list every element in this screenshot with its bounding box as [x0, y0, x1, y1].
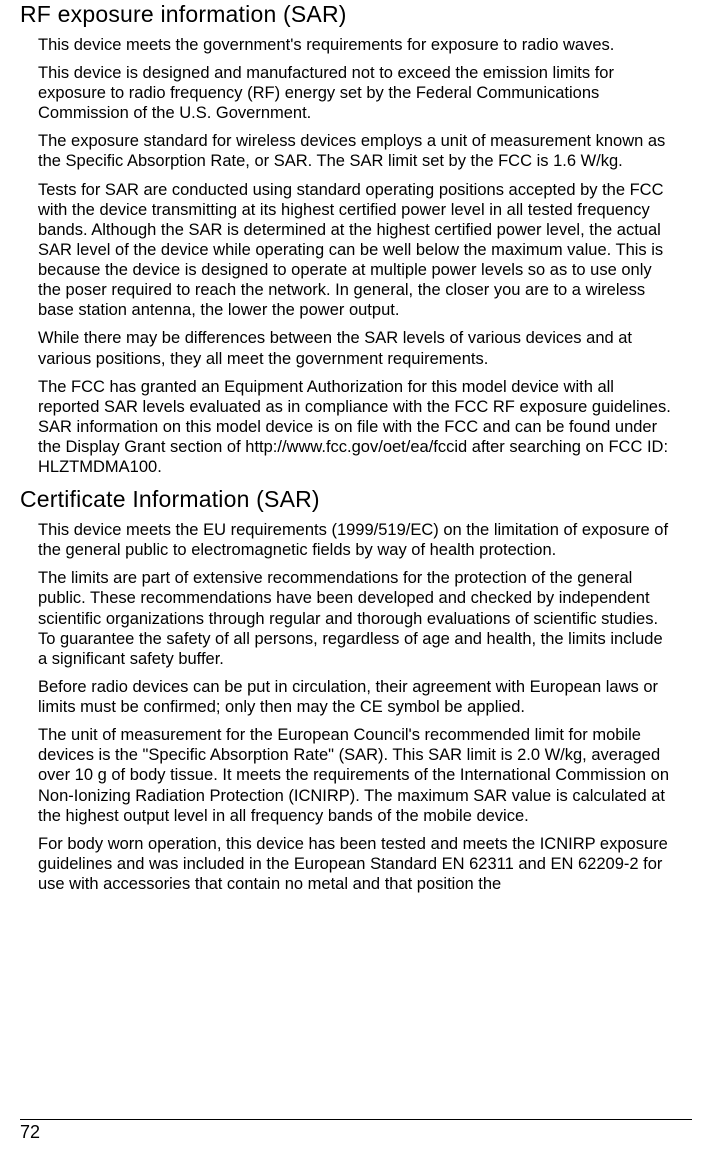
page-footer: 72	[20, 1119, 692, 1143]
body-paragraph: The unit of measurement for the European…	[38, 725, 674, 826]
body-paragraph: Tests for SAR are conducted using standa…	[38, 180, 674, 321]
section-heading: Certificate Information (SAR)	[20, 485, 692, 514]
body-paragraph: The FCC has granted an Equipment Authori…	[38, 377, 674, 478]
body-paragraph: Before radio devices can be put in circu…	[38, 677, 674, 717]
body-paragraph: This device is designed and manufactured…	[38, 63, 674, 123]
section-heading: RF exposure information (SAR)	[20, 0, 692, 29]
document-page: RF exposure information (SAR) This devic…	[0, 0, 712, 918]
body-paragraph: While there may be differences between t…	[38, 328, 674, 368]
body-paragraph: This device meets the EU requirements (1…	[38, 520, 674, 560]
body-paragraph: The limits are part of extensive recomme…	[38, 568, 674, 669]
body-paragraph: For body worn operation, this device has…	[38, 834, 674, 894]
body-paragraph: The exposure standard for wireless devic…	[38, 131, 674, 171]
body-paragraph: This device meets the government's requi…	[38, 35, 674, 55]
page-number: 72	[20, 1122, 40, 1142]
